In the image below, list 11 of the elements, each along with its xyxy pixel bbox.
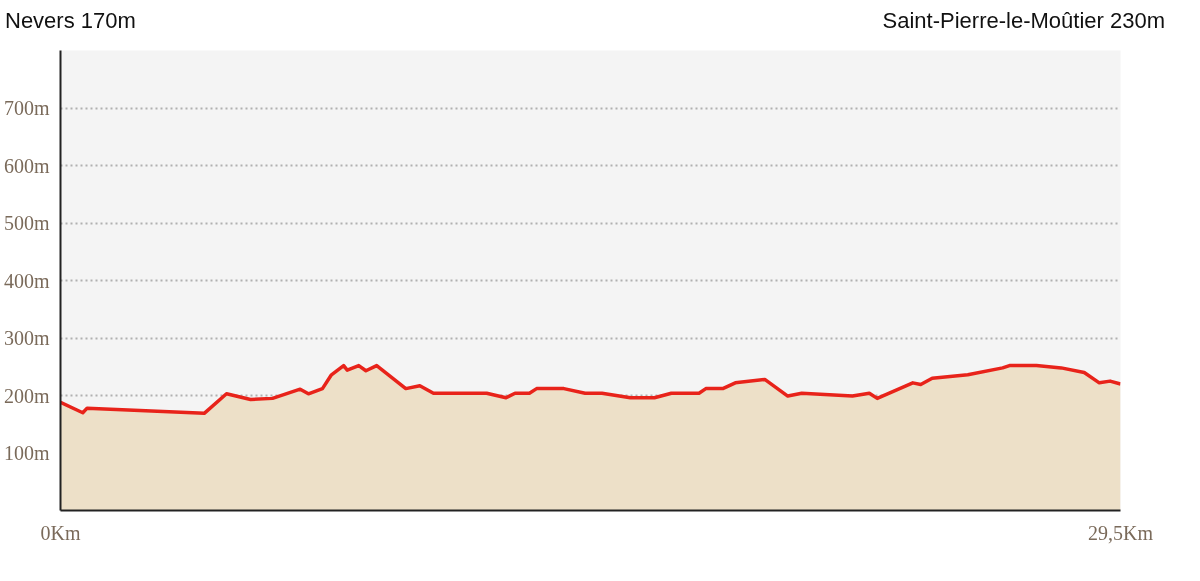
- x-tick-label: 0Km: [40, 521, 81, 544]
- y-tick-label: 300m: [3, 327, 50, 349]
- y-tick-label: 500m: [3, 212, 50, 234]
- y-tick-label: 700m: [3, 97, 50, 119]
- x-tick-label: 29,5Km: [1088, 521, 1154, 544]
- text: Nevers 170m: [5, 7, 136, 35]
- text: Saint-Pierre-le-Moûtier 230m: [882, 7, 1165, 35]
- y-tick-label: 600m: [3, 154, 50, 177]
- y-tick-label: 200m: [3, 384, 50, 407]
- y-tick-label: 400m: [3, 269, 50, 292]
- y-tick-label: 100m: [3, 442, 50, 464]
